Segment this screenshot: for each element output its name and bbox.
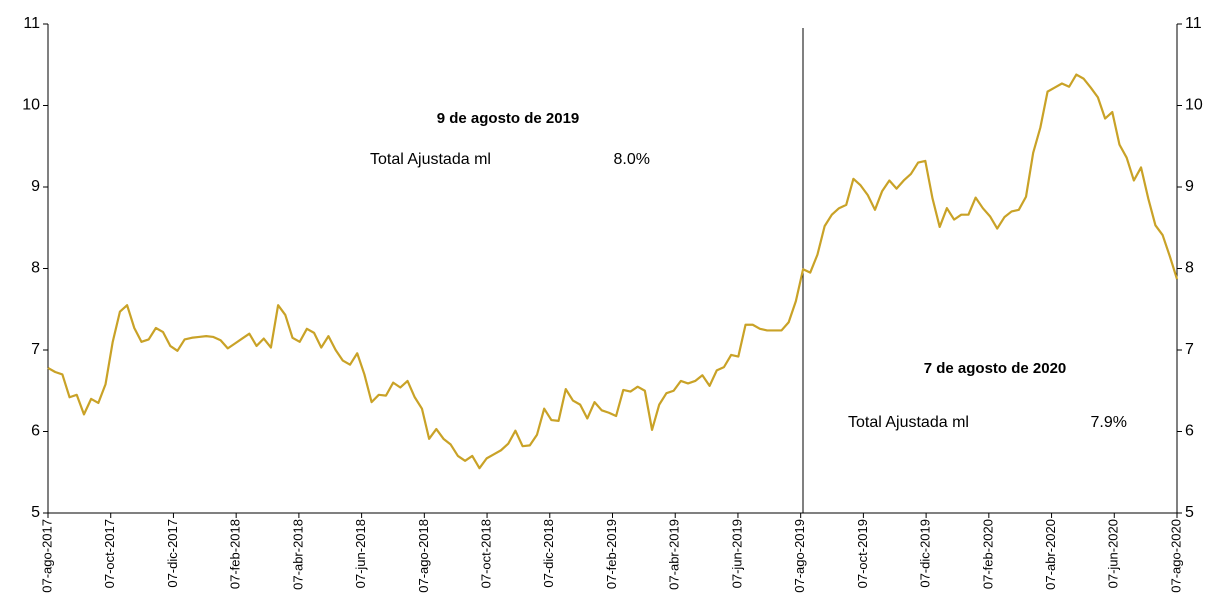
- x-tick-label: 07-dic-2018: [541, 519, 556, 588]
- x-tick-label: 07-dic-2017: [165, 519, 180, 588]
- x-tick-label: 07-ago-2019: [792, 519, 807, 593]
- x-tick-label: 07-ago-2017: [39, 519, 54, 593]
- x-tick-label: 07-oct-2019: [855, 519, 870, 588]
- y-tick-label: 6: [31, 423, 40, 440]
- x-tick-label: 07-jun-2020: [1106, 519, 1121, 588]
- y2-tick-label: 11: [1185, 15, 1202, 32]
- x-tick-label: 07-ago-2018: [416, 519, 431, 593]
- x-tick-label: 07-abr-2018: [290, 519, 305, 590]
- annotation-label: Total Ajustada ml: [848, 414, 969, 431]
- annotation-value: 7.9%: [1091, 414, 1127, 431]
- y2-tick-label: 5: [1185, 504, 1194, 521]
- annotation-title: 9 de agosto de 2019: [437, 110, 580, 127]
- x-tick-label: 07-feb-2019: [604, 519, 619, 589]
- x-tick-label: 07-ago-2020: [1168, 519, 1183, 593]
- y-tick-label: 8: [31, 260, 40, 277]
- y-tick-label: 9: [31, 178, 40, 195]
- x-tick-label: 07-jun-2019: [729, 519, 744, 588]
- y-tick-label: 7: [31, 341, 40, 358]
- x-tick-label: 07-jun-2018: [353, 519, 368, 588]
- y-tick-label: 11: [23, 15, 40, 32]
- y-tick-label: 10: [22, 97, 40, 114]
- y2-tick-label: 8: [1185, 260, 1194, 277]
- y2-tick-label: 9: [1185, 178, 1194, 195]
- annotation-label: Total Ajustada ml: [370, 151, 491, 168]
- y-tick-label: 5: [31, 504, 40, 521]
- x-tick-label: 07-feb-2020: [980, 519, 995, 589]
- x-tick-label: 07-dic-2019: [918, 519, 933, 588]
- x-tick-label: 07-oct-2017: [102, 519, 117, 588]
- y2-tick-label: 10: [1185, 97, 1203, 114]
- x-tick-label: 07-abr-2020: [1043, 519, 1058, 590]
- x-tick-label: 07-feb-2018: [228, 519, 243, 589]
- annotation-title: 7 de agosto de 2020: [924, 360, 1067, 377]
- x-tick-label: 07-oct-2018: [478, 519, 493, 588]
- y2-tick-label: 7: [1185, 341, 1194, 358]
- x-tick-label: 07-abr-2019: [667, 519, 682, 590]
- y2-tick-label: 6: [1185, 423, 1194, 440]
- annotation-value: 8.0%: [614, 151, 650, 168]
- line-series: [47, 73, 1179, 470]
